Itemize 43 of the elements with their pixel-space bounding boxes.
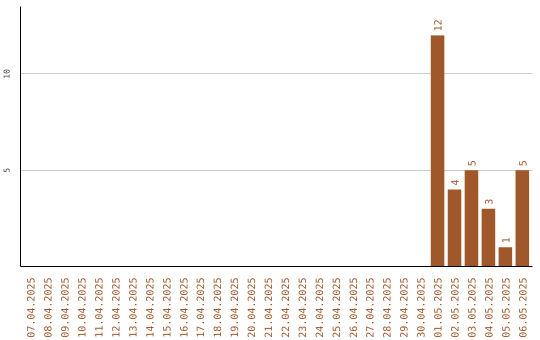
- x-tick-label: 07.04.2025: [26, 277, 38, 338]
- x-tick-label: 14.04.2025: [145, 277, 156, 338]
- x-tick-label: 27.04.2025: [366, 277, 377, 338]
- x-tick-label: 17.04.2025: [196, 277, 208, 338]
- x-tick-label: 18.04.2025: [213, 277, 224, 338]
- x-tick-label: 25.04.2025: [332, 277, 343, 338]
- x-tick-label: 29.04.2025: [400, 277, 411, 338]
- x-tick-label: 06.05.2025: [518, 277, 530, 338]
- x-tick-label: 08.04.2025: [44, 277, 55, 338]
- x-tick-label: 15.04.2025: [162, 277, 174, 338]
- x-tick-label: 16.04.2025: [179, 277, 190, 338]
- data-label: 3: [484, 198, 496, 205]
- x-tick-label: 04.05.2025: [484, 277, 496, 338]
- x-tick-label: 20.04.2025: [247, 277, 258, 338]
- x-tick-label: 12.04.2025: [111, 277, 122, 338]
- x-tick-label: 10.04.2025: [78, 277, 89, 338]
- bar: [448, 189, 462, 266]
- data-label: 1: [501, 237, 512, 244]
- x-tick-label: 05.05.2025: [501, 277, 512, 338]
- data-label: 5: [518, 160, 530, 166]
- x-tick-label: 03.05.2025: [467, 277, 478, 338]
- bar: [516, 170, 530, 266]
- bar: [498, 247, 512, 266]
- x-tick-label: 01.05.2025: [434, 277, 445, 338]
- bar: [482, 208, 496, 266]
- x-tick-label: 21.04.2025: [264, 277, 276, 338]
- x-tick-label: 19.04.2025: [230, 277, 242, 338]
- x-tick-label: 28.04.2025: [382, 277, 394, 338]
- x-tick-label: 22.04.2025: [280, 277, 292, 338]
- x-tick-label: 30.04.2025: [416, 277, 428, 338]
- x-tick-label: 24.04.2025: [314, 277, 326, 338]
- data-label: 5: [467, 160, 478, 166]
- x-tick-label: 09.04.2025: [60, 277, 72, 338]
- y-tick-label: 10: [2, 68, 12, 79]
- x-tick-label: 11.04.2025: [94, 277, 106, 338]
- bar: [464, 170, 478, 266]
- x-tick-label: 26.04.2025: [348, 277, 360, 338]
- data-label: 12: [434, 19, 445, 32]
- x-tick-label: 23.04.2025: [298, 277, 309, 338]
- x-tick-label: 13.04.2025: [128, 277, 140, 338]
- bar: [430, 35, 444, 266]
- x-tick-label: 02.05.2025: [450, 277, 462, 338]
- data-label: 4: [450, 179, 462, 186]
